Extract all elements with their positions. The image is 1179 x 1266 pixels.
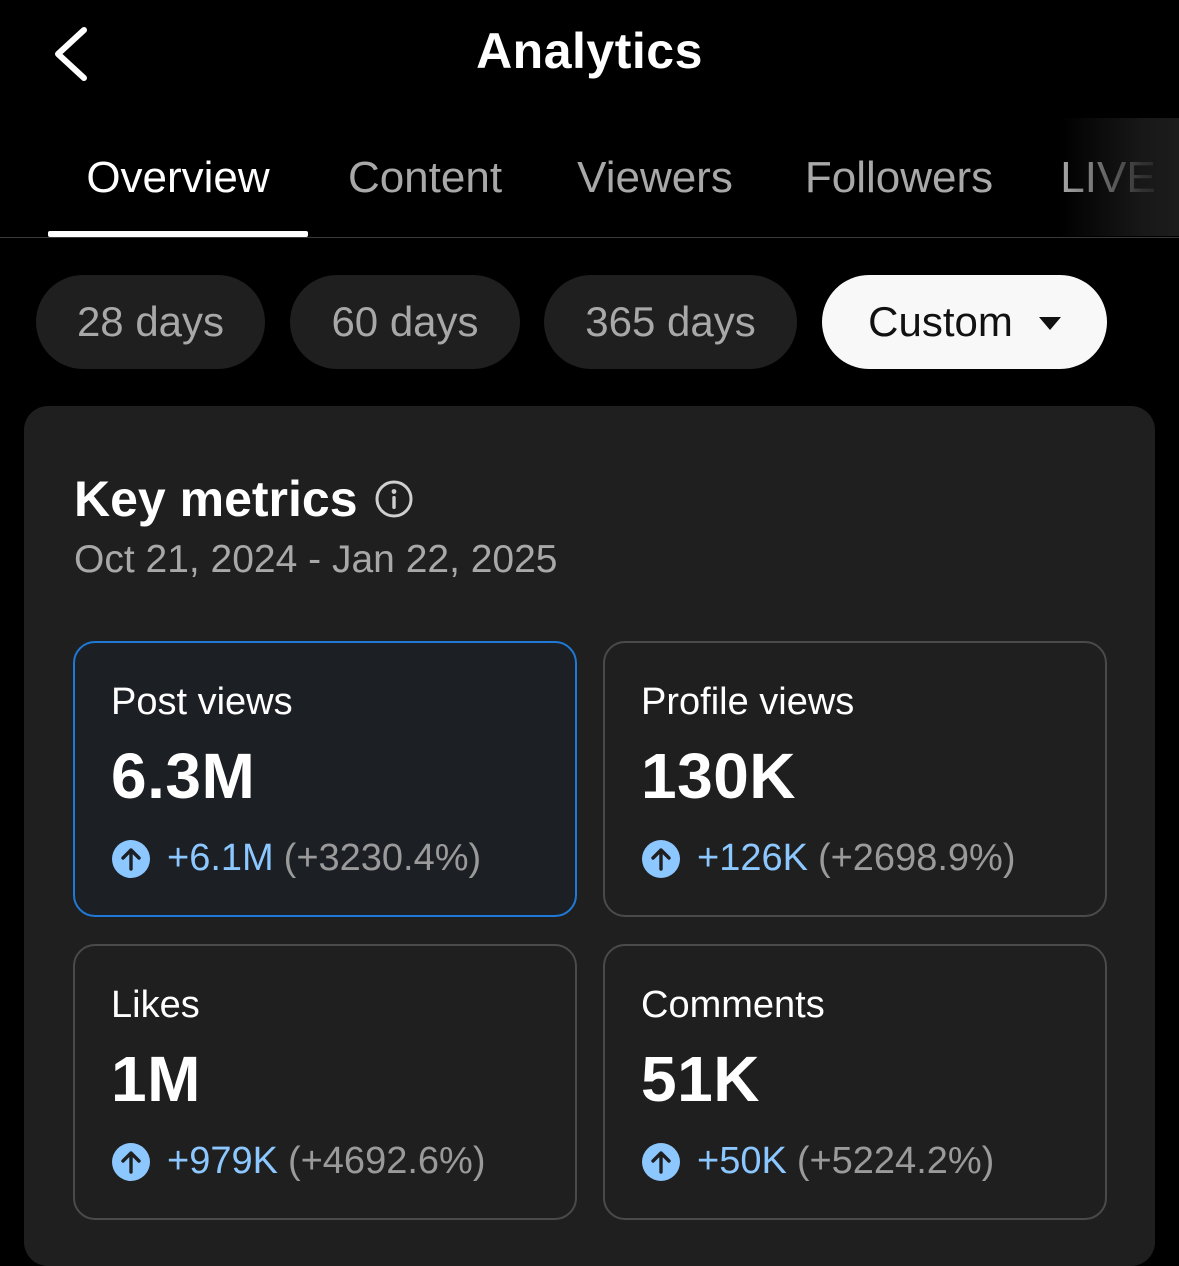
key-metrics-heading: Key metrics [74, 470, 414, 528]
metric-label: Likes [111, 984, 200, 1026]
header-bar: Analytics [0, 0, 1179, 110]
range-chip-label: Custom [868, 298, 1013, 345]
info-icon[interactable] [374, 479, 414, 519]
metric-delta: +979K (+4692.6%) [111, 1140, 485, 1183]
caret-down-icon [1038, 316, 1061, 330]
range-chip-28-days[interactable]: 28 days [36, 275, 265, 369]
metric-delta-value: +126K [697, 837, 808, 879]
date-range-label: Oct 21, 2024 - Jan 22, 2025 [74, 538, 558, 581]
tab-viewers[interactable]: Viewers [577, 152, 733, 202]
metric-delta: +6.1M (+3230.4%) [111, 837, 481, 880]
metric-tile-likes[interactable]: Likes 1M +979K (+4692.6%) [73, 944, 577, 1220]
back-button[interactable] [30, 14, 110, 94]
range-chip-60-days[interactable]: 60 days [290, 275, 520, 369]
range-chip-label: 28 days [76, 298, 225, 345]
page-title: Analytics [476, 23, 703, 79]
metric-tile-post-views[interactable]: Post views 6.3M +6.1M (+3230.4%) [73, 641, 577, 917]
metric-delta-value: +50K [697, 1140, 787, 1182]
arrow-up-circle-icon [641, 839, 681, 879]
metric-tile-profile-views[interactable]: Profile views 130K +126K (+2698.9%) [603, 641, 1107, 917]
metric-delta-percent: (+2698.9%) [817, 837, 1016, 879]
metric-value: 51K [641, 1043, 760, 1115]
metric-delta-percent: (+4692.6%) [287, 1140, 486, 1182]
arrow-up-circle-icon [641, 1142, 681, 1182]
range-chip-custom[interactable]: Custom [822, 275, 1107, 369]
metric-value: 130K [641, 740, 796, 812]
tab-content[interactable]: Content [347, 152, 503, 202]
metric-label: Profile views [641, 681, 855, 723]
tab-live[interactable]: LIVE [1060, 152, 1156, 202]
tab-followers[interactable]: Followers [804, 152, 994, 202]
range-chip-365-days[interactable]: 365 days [544, 275, 797, 369]
arrow-up-circle-icon [111, 1142, 151, 1182]
tab-bar: Overview Content Viewers Followers LIVE [0, 118, 1179, 238]
active-tab-indicator [48, 231, 308, 237]
metric-delta-value: +6.1M [167, 837, 274, 879]
metric-delta-percent: (+3230.4%) [283, 837, 482, 879]
metric-value: 6.3M [111, 740, 256, 812]
arrow-up-circle-icon [111, 839, 151, 879]
range-chip-label: 60 days [331, 298, 479, 345]
metric-value: 1M [111, 1043, 201, 1115]
metric-tile-comments[interactable]: Comments 51K +50K (+5224.2%) [603, 944, 1107, 1220]
range-chip-label: 365 days [585, 298, 756, 345]
tab-overview[interactable]: Overview [86, 152, 270, 202]
chevron-left-icon [55, 27, 87, 81]
metric-delta-percent: (+5224.2%) [796, 1140, 995, 1182]
key-metrics-title: Key metrics [74, 471, 358, 527]
metric-label: Comments [641, 984, 825, 1026]
metric-label: Post views [111, 681, 293, 723]
metric-delta: +126K (+2698.9%) [641, 837, 1015, 880]
metric-delta-value: +979K [167, 1140, 278, 1182]
metric-delta: +50K (+5224.2%) [641, 1140, 994, 1183]
